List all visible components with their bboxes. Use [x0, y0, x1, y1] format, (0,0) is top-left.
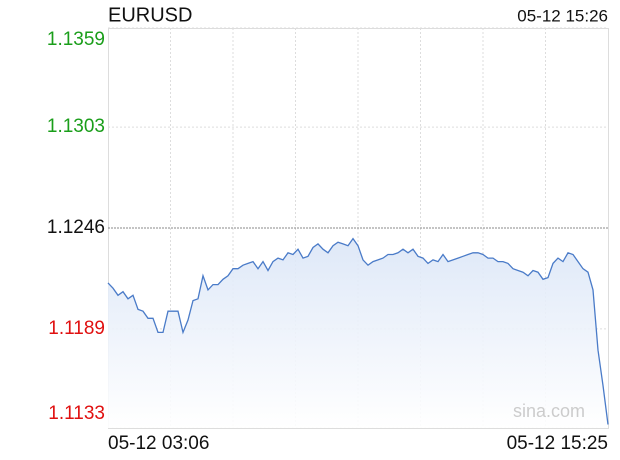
- watermark: sina.com: [513, 401, 585, 421]
- price-line: [107, 237, 609, 425]
- x-tick-label: 05-12 15:25: [507, 433, 608, 454]
- chart-title: EURUSD: [108, 4, 192, 26]
- y-tick-label: 1.1359: [47, 29, 105, 50]
- x-tick-label: 05-12 03:06: [108, 433, 209, 454]
- timestamp: 05-12 15:26: [517, 6, 608, 25]
- area: [108, 238, 608, 428]
- y-tick-label: 1.1303: [47, 116, 105, 137]
- y-tick-label: 1.1189: [48, 318, 105, 339]
- y-tick-label: 1.1246: [47, 217, 105, 238]
- y-tick-label: 1.1133: [48, 403, 105, 424]
